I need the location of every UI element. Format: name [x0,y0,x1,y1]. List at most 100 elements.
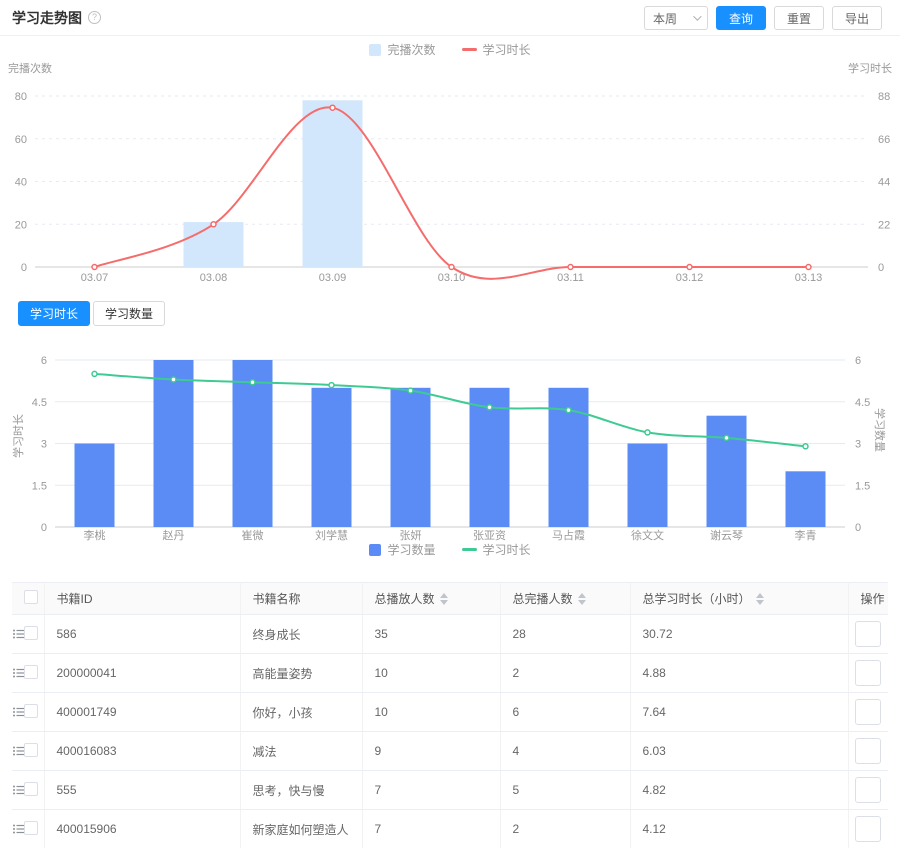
row-detail-button[interactable] [13,816,881,842]
svg-text:1.5: 1.5 [32,480,47,492]
table-row: 586 终身成长 35 28 30.72 [12,614,888,654]
column-header-book-id: 书籍ID [44,582,241,615]
cell-total-plays: 7 [362,770,501,810]
metric-toggle: 学习时长 学习数量 [18,301,166,326]
row-checkbox[interactable] [24,820,38,835]
table-row: 400016083 减法 9 4 6.03 [12,731,888,771]
sort-icon[interactable] [577,592,586,605]
query-button[interactable]: 查询 [715,6,766,30]
export-button[interactable]: 导出 [831,6,882,30]
legend-item-duration[interactable]: 学习时长 [461,41,531,58]
per-person-chart: 0 1.5 3 4.5 6 0 1.5 3 4.5 6 李桃 赵丹 崔微 刘学慧 张妍 张亚资 马占霞 徐文文 谢云… [32,355,871,542]
books-table: 书籍ID 书籍名称 总播放人数 总完播人数 总学习时长（小时） 操作 586 终身成长 35 2… [12,582,888,848]
column-label: 书籍ID [56,592,93,606]
svg-text:0: 0 [855,522,861,534]
cell-total-completes: 28 [500,614,631,654]
column-label: 操作 [860,592,885,606]
column-label: 书籍名称 [252,592,301,606]
legend-label: 学习时长 [482,543,531,557]
column-header-actions: 操作 [848,582,888,615]
left-axis-title: 完播次数 [8,63,52,75]
svg-text:44: 44 [878,177,890,189]
cell-book-id: 400001749 [44,692,241,732]
trend-chart-legend: 完播次数 学习时长 [0,41,900,58]
help-icon[interactable]: ? [88,11,101,24]
table-row: 400015906 新家庭如何塑造人 7 2 4.12 [12,809,888,848]
svg-text:马占霞: 马占霞 [552,528,585,542]
row-detail-button[interactable] [13,699,881,725]
svg-text:4.5: 4.5 [855,397,870,409]
svg-text:6: 6 [855,355,861,367]
row-checkbox[interactable] [24,703,38,718]
table-header-row: 书籍ID 书籍名称 总播放人数 总完播人数 总学习时长（小时） 操作 [12,582,888,615]
line-swatch-icon [461,48,477,51]
svg-text:03.07: 03.07 [81,272,109,284]
column-header-total-plays[interactable]: 总播放人数 [362,582,501,615]
cell-total-completes: 4 [500,731,631,771]
svg-text:崔微: 崔微 [242,528,264,542]
svg-text:赵丹: 赵丹 [163,528,185,542]
table-row: 555 思考，快与慢 7 5 4.82 [12,770,888,810]
sort-icon[interactable] [755,592,764,605]
sort-icon[interactable] [439,592,448,605]
cell-book-name: 思考，快与慢 [240,770,363,810]
svg-text:88: 88 [878,91,890,103]
svg-text:03.13: 03.13 [795,272,823,284]
svg-text:4.5: 4.5 [32,397,47,409]
cell-total-plays: 7 [362,809,501,848]
column-header-total-hours[interactable]: 总学习时长（小时） [630,582,849,615]
legend-label: 完播次数 [387,43,436,57]
table-row: 400001749 你好，小孩 10 6 7.64 [12,692,888,732]
legend-item-count[interactable]: 学习数量 [369,541,436,558]
cell-total-completes: 2 [500,653,631,693]
cell-total-hours: 4.12 [630,809,849,848]
cell-book-id: 200000041 [44,653,241,693]
svg-text:刘学慧: 刘学慧 [315,528,348,542]
column-header-total-completes[interactable]: 总完播人数 [500,582,631,615]
column-header-book-name: 书籍名称 [240,582,363,615]
cell-book-name: 高能量姿势 [240,653,363,693]
row-detail-button[interactable] [13,777,881,803]
cell-total-hours: 4.88 [630,653,849,693]
cell-total-plays: 10 [362,653,501,693]
period-select[interactable]: 本周 [643,6,708,30]
svg-text:张妍: 张妍 [400,528,422,542]
column-label: 总学习时长（小时） [642,592,751,606]
row-detail-button[interactable] [13,660,881,686]
cell-total-hours: 7.64 [630,692,849,732]
svg-text:3: 3 [41,439,47,451]
cell-total-hours: 4.82 [630,770,849,810]
legend-label: 学习时长 [482,43,531,57]
right-axis-title: 学习时长 [848,63,892,75]
toggle-study-duration[interactable]: 学习时长 [18,301,91,326]
toggle-study-count[interactable]: 学习数量 [93,301,166,326]
left-axis-title: 学习时长 [13,414,25,458]
cell-book-id: 555 [44,770,241,810]
period-select-value: 本周 [652,11,677,26]
header-controls: 本周 查询 重置 导出 [643,6,882,30]
bar-swatch-icon [369,43,382,56]
row-checkbox[interactable] [24,742,38,757]
row-detail-button[interactable] [13,621,881,647]
cell-total-plays: 35 [362,614,501,654]
row-checkbox[interactable] [24,664,38,679]
legend-item-completions[interactable]: 完播次数 [369,41,436,58]
cell-total-hours: 6.03 [630,731,849,771]
row-checkbox[interactable] [24,625,38,640]
row-checkbox[interactable] [24,781,38,796]
svg-text:03.11: 03.11 [557,272,584,284]
legend-label: 学习数量 [387,543,436,557]
legend-item-duration[interactable]: 学习时长 [461,541,531,558]
row-detail-button[interactable] [13,738,881,764]
line-swatch-icon [461,548,477,551]
table-body: 586 终身成长 35 28 30.72 200000041 高能量姿势 10 2 4.88 400… [12,614,888,848]
svg-text:80: 80 [15,91,27,103]
select-all-checkbox[interactable] [24,590,38,604]
svg-text:03.08: 03.08 [200,272,228,284]
reset-button[interactable]: 重置 [773,6,824,30]
cell-book-name: 新家庭如何塑造人 [240,809,363,848]
svg-text:0: 0 [878,262,884,274]
books-table-wrap: 书籍ID 书籍名称 总播放人数 总完播人数 总学习时长（小时） 操作 586 终身成长 35 2… [12,582,888,848]
svg-text:张亚资: 张亚资 [473,529,506,542]
